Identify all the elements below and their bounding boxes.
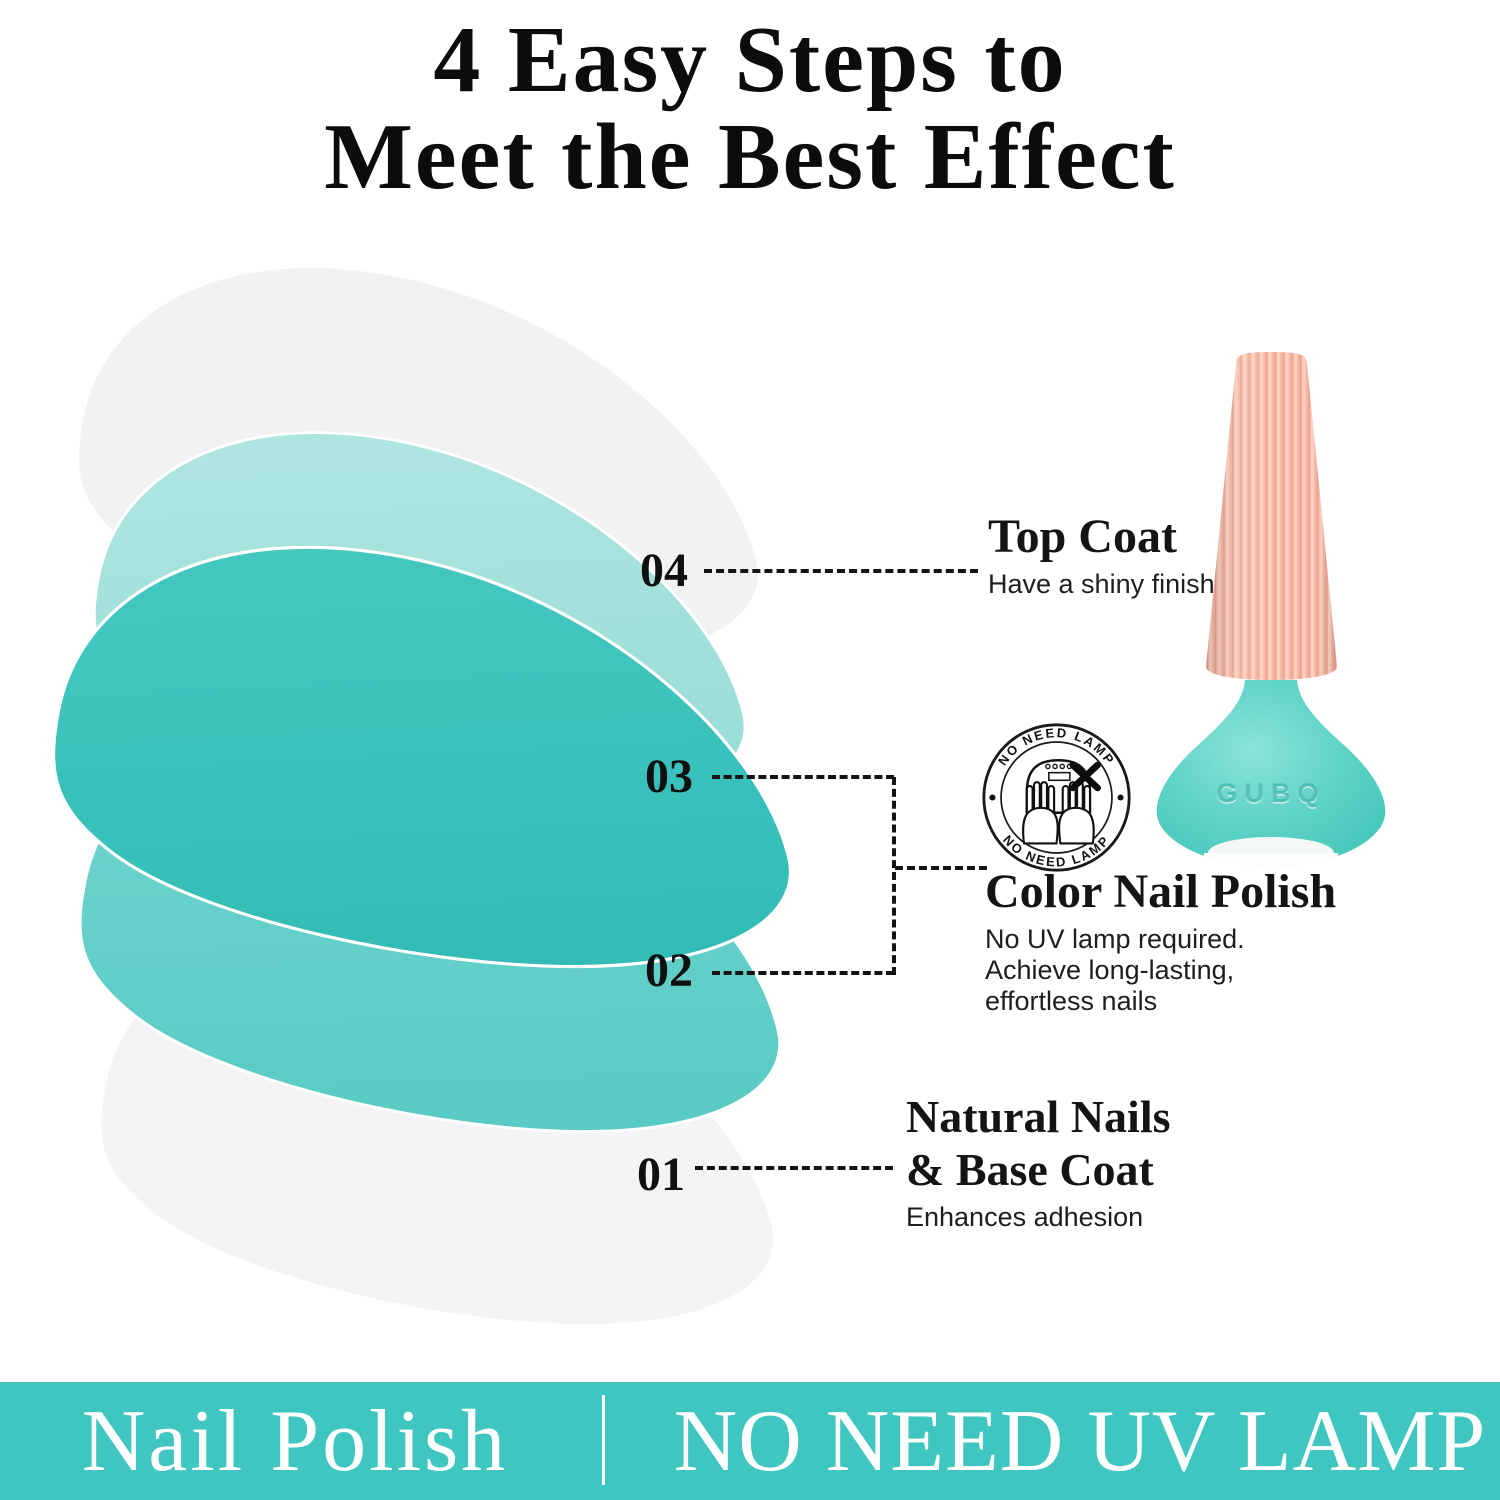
annotation-color-nail-polish: Color Nail Polish No UV lamp required. A… xyxy=(985,866,1336,1017)
annotation-natural-nails: Natural Nails & Base Coat Enhances adhes… xyxy=(906,1090,1171,1233)
title-line-2: Meet the Best Effect xyxy=(324,105,1176,209)
right-hand xyxy=(1058,781,1095,845)
color-polish-description-line2: Achieve long-lasting, xyxy=(985,955,1235,985)
banner-left-text: Nail Polish xyxy=(81,1393,509,1490)
connector-01 xyxy=(695,1166,893,1170)
step-number-02: 02 xyxy=(645,944,693,997)
connector-bracket-vertical xyxy=(892,777,896,975)
bottle-brand-highlight: GUBQ xyxy=(1217,780,1326,810)
step-number-04: 04 xyxy=(640,544,688,597)
bottle-cap xyxy=(1205,352,1338,680)
bottle-white-base xyxy=(1204,837,1338,866)
bottle-body: GUBQ GUBQ xyxy=(1156,680,1386,866)
color-polish-heading: Color Nail Polish xyxy=(985,865,1337,918)
natural-nails-description: Enhances adhesion xyxy=(906,1202,1144,1232)
badge-right-dot xyxy=(1117,794,1124,801)
hands-icon xyxy=(1022,781,1095,845)
connector-02 xyxy=(712,971,894,975)
no-need-lamp-badge: NO NEED LAMP NO NEED LAMP xyxy=(982,723,1131,872)
top-coat-heading: Top Coat xyxy=(988,510,1177,563)
top-coat-description: Have a shiny finish xyxy=(988,569,1215,599)
color-polish-description-line3: effortless nails xyxy=(985,986,1158,1016)
badge-inner-circle xyxy=(1000,741,1113,854)
x-mark-icon xyxy=(1069,761,1101,792)
natural-nails-heading-line2: & Base Coat xyxy=(906,1144,1154,1195)
natural-nails-heading-line1: Natural Nails xyxy=(906,1091,1171,1142)
connector-bracket-middle xyxy=(895,866,987,870)
step-number-01: 01 xyxy=(637,1148,685,1201)
banner-divider xyxy=(602,1395,605,1485)
nail-polish-bottle: GUBQ GUBQ xyxy=(1156,352,1386,866)
bottom-banner: Nail Polish NO NEED UV LAMP xyxy=(0,1382,1500,1500)
annotation-top-coat: Top Coat Have a shiny finish xyxy=(988,511,1215,600)
page-title: 4 Easy Steps to Meet the Best Effect xyxy=(0,12,1500,206)
banner-right-text: NO NEED UV LAMP xyxy=(673,1393,1487,1490)
badge-left-dot xyxy=(989,794,996,801)
color-polish-description-line1: No UV lamp required. xyxy=(985,924,1245,954)
connector-03 xyxy=(712,775,894,779)
left-hand xyxy=(1022,781,1059,845)
bottle-brand: GUBQ xyxy=(1217,778,1326,808)
connector-04 xyxy=(704,569,978,573)
step-number-03: 03 xyxy=(645,750,693,803)
uv-lamp-icon xyxy=(1022,758,1101,845)
title-line-1: 4 Easy Steps to xyxy=(433,8,1067,112)
